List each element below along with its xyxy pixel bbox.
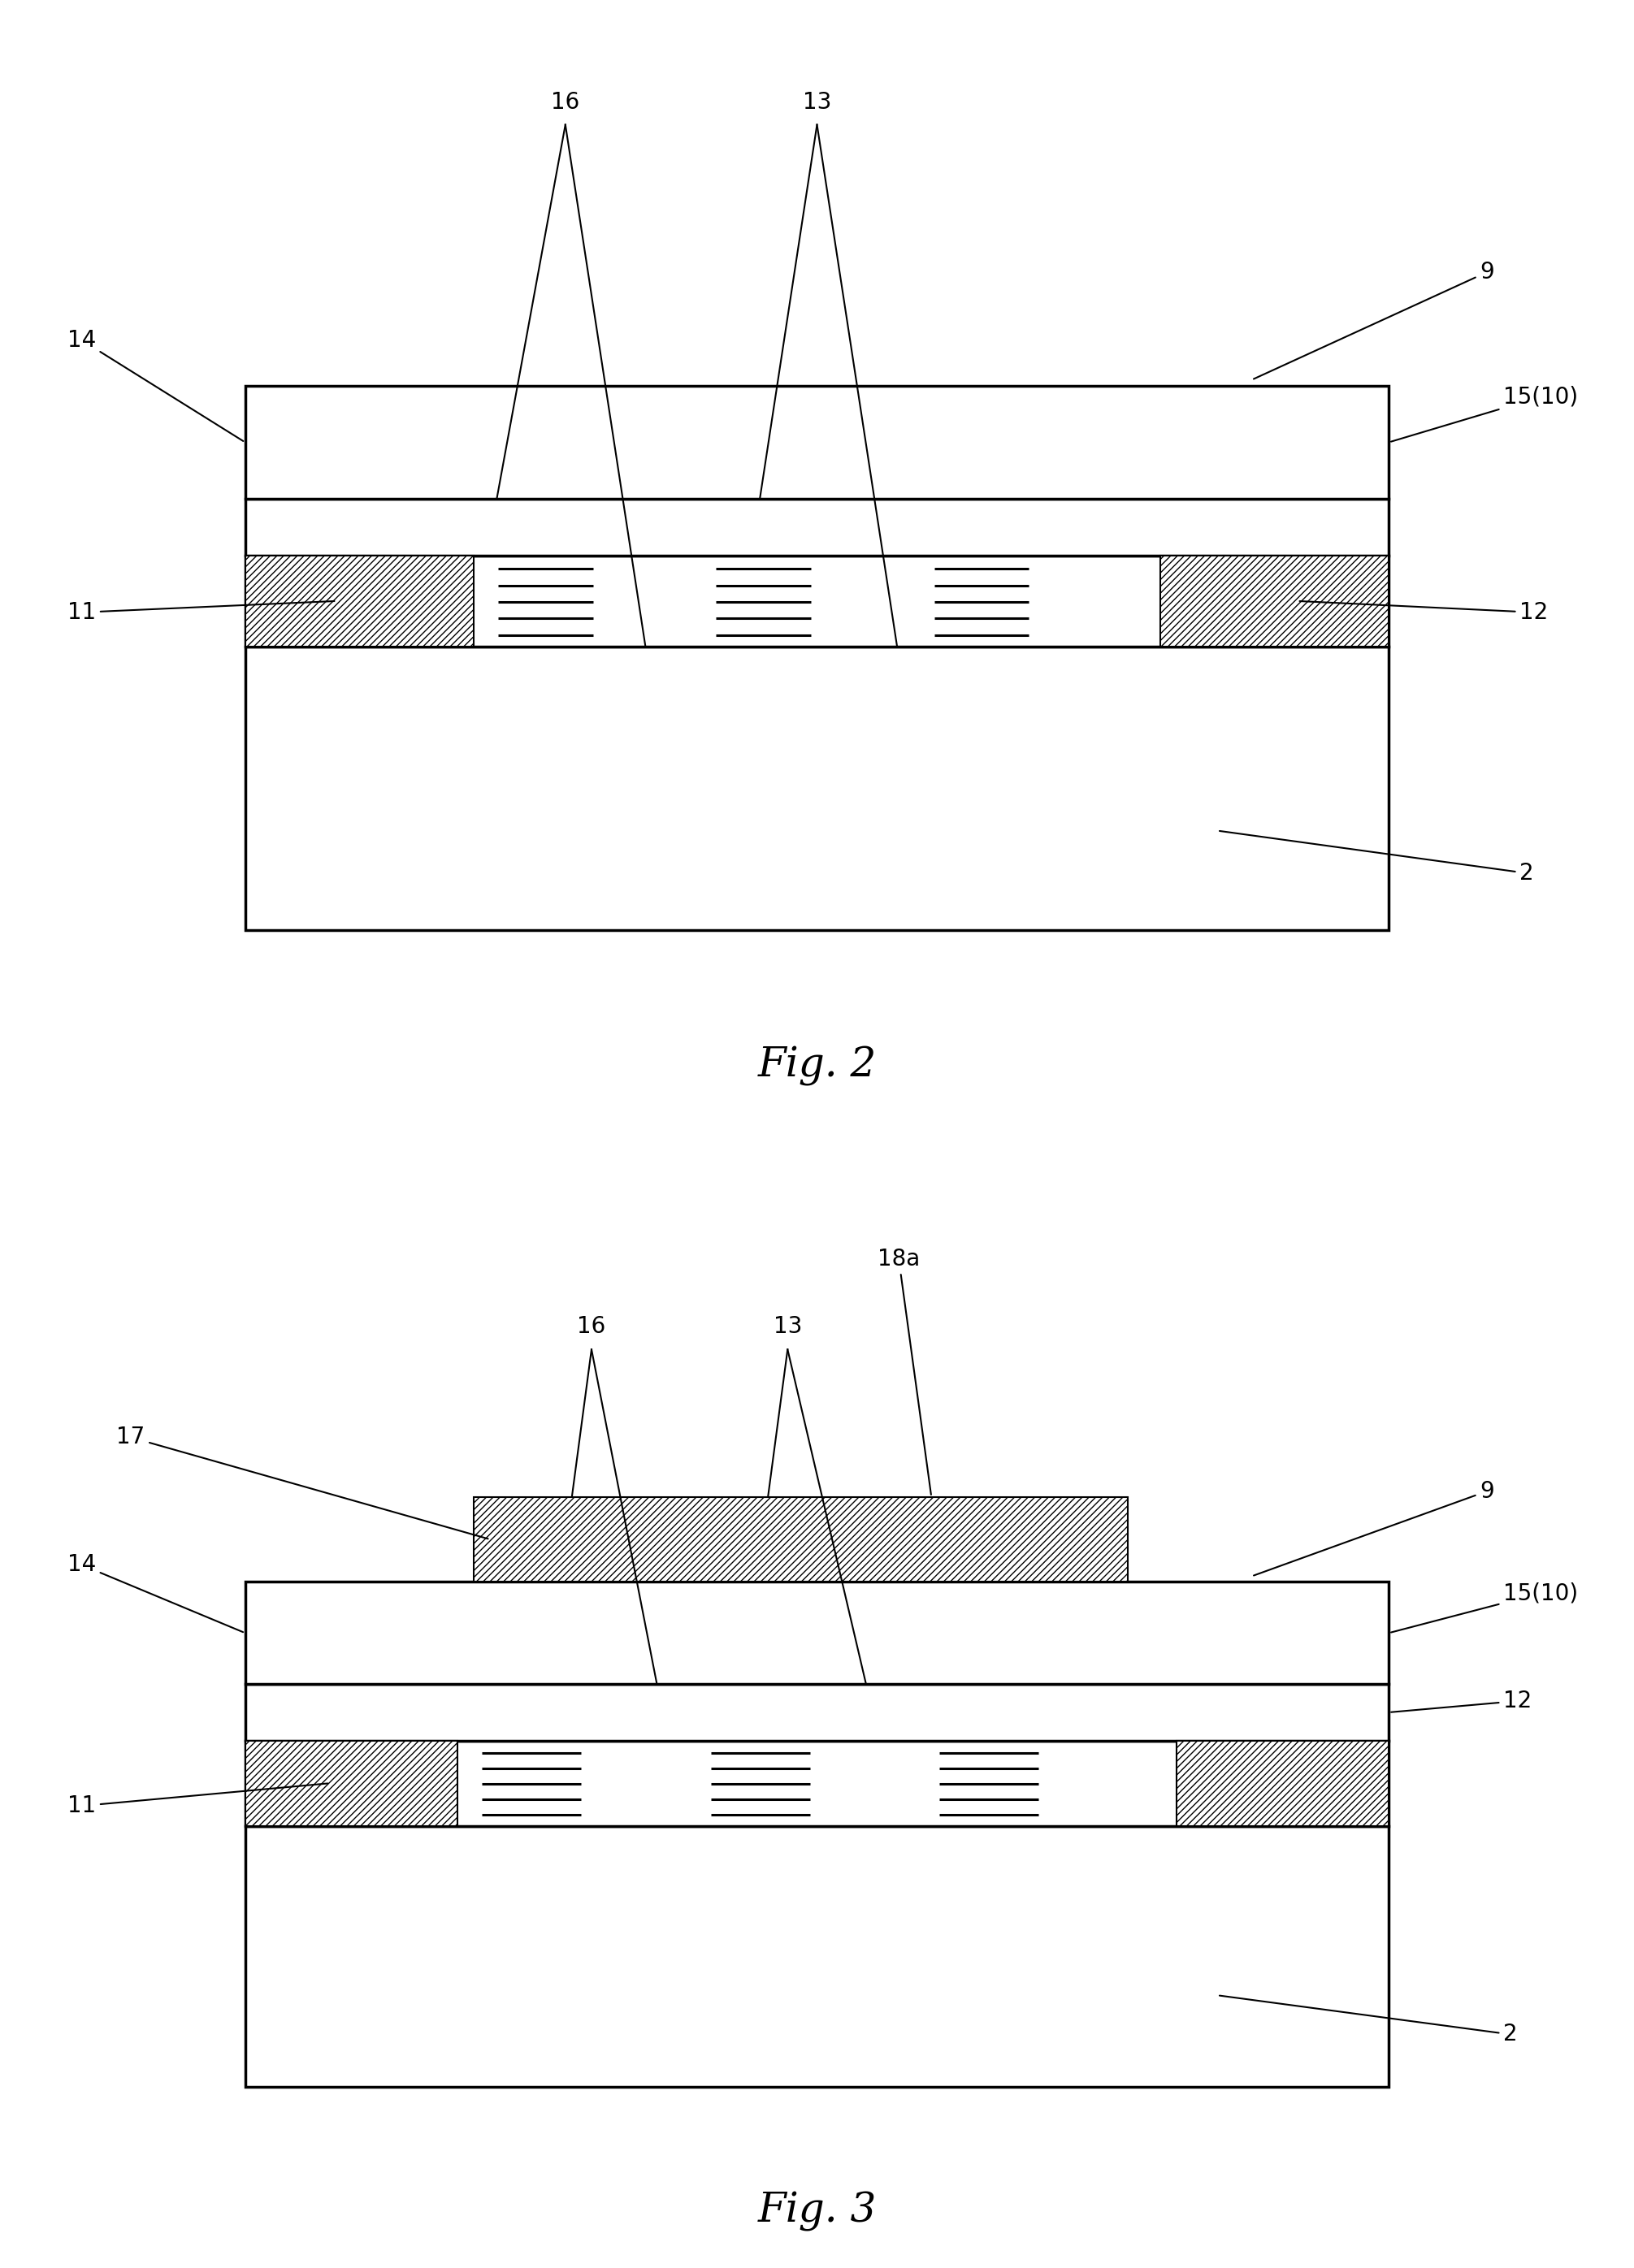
Text: Fig. 3: Fig. 3: [758, 2191, 876, 2232]
Text: 14: 14: [67, 329, 243, 440]
Text: Fig. 2: Fig. 2: [758, 1046, 876, 1086]
Text: 17: 17: [116, 1427, 489, 1538]
Bar: [245, 646, 1389, 930]
Text: 15(10): 15(10): [1391, 386, 1578, 442]
Bar: [474, 1497, 1127, 1583]
Text: 14: 14: [67, 1554, 243, 1633]
Text: 9: 9: [1253, 261, 1493, 379]
Text: 2: 2: [1219, 830, 1534, 885]
Bar: [245, 1583, 1389, 1683]
Text: 13: 13: [802, 91, 832, 113]
Bar: [245, 556, 474, 646]
Text: 11: 11: [67, 601, 335, 624]
Bar: [245, 499, 1389, 556]
Text: 9: 9: [1253, 1479, 1493, 1576]
Text: 2: 2: [1219, 1996, 1518, 2046]
Bar: [245, 386, 1389, 499]
Bar: [1176, 1742, 1389, 1826]
Bar: [245, 1683, 1389, 1742]
Bar: [245, 556, 1389, 646]
Text: 11: 11: [67, 1783, 328, 1817]
Bar: [245, 1742, 458, 1826]
Text: 16: 16: [577, 1315, 606, 1338]
Text: 18a: 18a: [877, 1247, 931, 1495]
Text: 16: 16: [551, 91, 580, 113]
Bar: [245, 1742, 1389, 1826]
Text: 12: 12: [1299, 601, 1549, 624]
Bar: [1160, 556, 1389, 646]
Bar: [245, 1826, 1389, 2087]
Text: 15(10): 15(10): [1391, 1581, 1578, 1633]
Text: 12: 12: [1391, 1690, 1533, 1712]
Text: 13: 13: [773, 1315, 802, 1338]
